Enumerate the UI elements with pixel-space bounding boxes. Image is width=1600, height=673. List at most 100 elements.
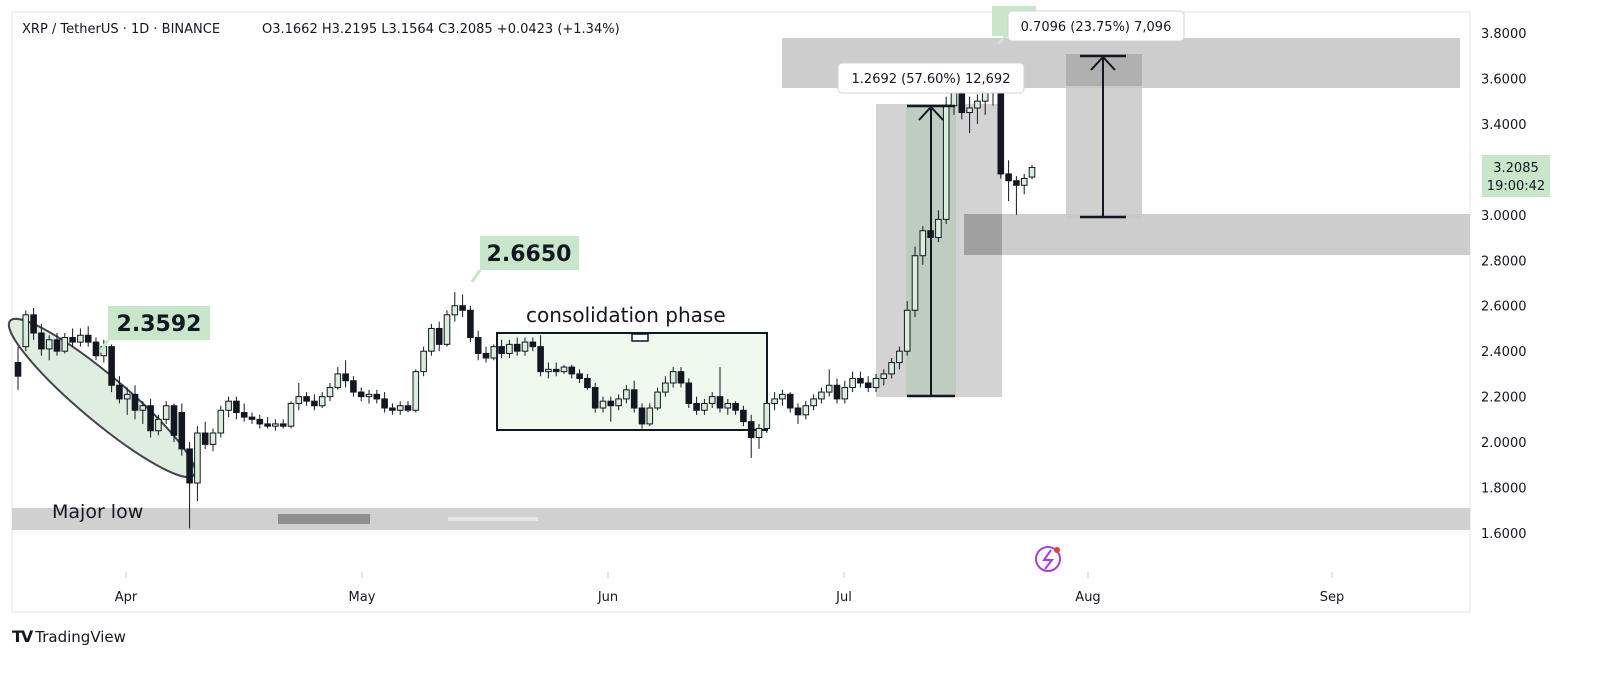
candle-body [802, 405, 810, 416]
candle-body [295, 396, 303, 404]
measure-arrow-2 [1080, 54, 1126, 219]
candle-body [147, 405, 154, 432]
price-tick-label: 2.8000 [1481, 254, 1527, 269]
candle-body [248, 416, 256, 420]
candle-body [108, 346, 115, 386]
candle-body [794, 407, 802, 416]
candle-body [217, 409, 225, 434]
zone-overlap [964, 214, 1002, 255]
candle-body [303, 396, 310, 402]
candle-body [209, 432, 217, 445]
candle-body [139, 405, 147, 411]
candle-body [92, 341, 100, 357]
label-2-6650-text: 2.6650 [487, 242, 572, 267]
candle-body [233, 400, 240, 414]
candle-body [334, 373, 342, 389]
candle-body [708, 396, 716, 404]
candle-body [677, 371, 685, 384]
candle-body [864, 382, 872, 389]
price-axis: 3.80003.60003.40003.20003.00002.80002.60… [1481, 27, 1527, 542]
candle-body [615, 398, 622, 407]
candle-body [404, 405, 412, 411]
lightning-icon[interactable] [1035, 546, 1061, 572]
label-2-3592-text: 2.3592 [117, 312, 202, 337]
candle-body [880, 373, 888, 379]
candle-body [116, 384, 123, 400]
candle-body [872, 377, 880, 389]
candle-body [131, 393, 139, 411]
candle-body [365, 393, 373, 398]
candle-body [201, 432, 209, 445]
candle-body [498, 346, 505, 354]
candle-body [654, 391, 661, 409]
candle-body [459, 305, 466, 311]
candle-body [53, 339, 61, 352]
candle-body [225, 400, 232, 411]
candle-body [240, 412, 248, 418]
candle-body [740, 409, 747, 423]
measure-tooltip-1-text: 1.2692 (57.60%) 12,692 [852, 72, 1011, 87]
candle-body [560, 366, 568, 373]
candle-body [272, 423, 279, 427]
time-tick-label: Jul [835, 590, 852, 605]
candle-body [123, 393, 131, 400]
candle-body [61, 337, 69, 352]
candle-body [490, 346, 498, 359]
candle-body [428, 327, 435, 352]
candle-body [342, 373, 349, 382]
candle-body [630, 389, 638, 409]
candle-body [763, 402, 771, 429]
support-zone [964, 214, 1470, 255]
candle-body [194, 432, 201, 484]
candle-body [521, 341, 529, 352]
candle-body [1005, 173, 1012, 182]
consolidation-handle [631, 333, 649, 342]
candle-body [506, 343, 513, 354]
candle-body [256, 418, 264, 425]
candle-body [389, 407, 396, 411]
measure-tooltip-2-text: 0.7096 (23.75%) 7,096 [1021, 20, 1172, 35]
price-tick-label: 3.8000 [1481, 27, 1527, 42]
candle-body [841, 387, 849, 400]
candle-body [162, 405, 170, 420]
zone-handle-right [448, 517, 538, 521]
candle-body [662, 382, 669, 393]
candle-body [264, 423, 271, 427]
price-tick-label: 1.8000 [1481, 482, 1527, 497]
candle-body [30, 314, 37, 334]
candle-body [435, 327, 443, 345]
tradingview-logo-icon: TV [12, 627, 33, 646]
measure-tooltip-2: 0.7096 (23.75%) 7,096 [1007, 10, 1185, 42]
candle-body [178, 412, 186, 450]
price-tick-label: 2.2000 [1481, 391, 1527, 406]
candle-body [857, 377, 864, 384]
candle-body [911, 255, 919, 311]
time-axis: Apr May Jun Jul Aug Sep [115, 572, 1344, 605]
candle-body [888, 362, 895, 375]
candle-body [38, 332, 45, 350]
candle-body [350, 380, 357, 393]
candle-body [552, 368, 560, 373]
tradingview-brand[interactable]: TV TradingView [12, 627, 126, 646]
candle-body [84, 334, 92, 343]
candle-body [833, 384, 841, 400]
time-tick-label: May [349, 590, 376, 605]
candle-body [69, 337, 76, 343]
candle-body [443, 314, 451, 345]
price-tick-label: 2.4000 [1481, 345, 1527, 360]
symbol-header: XRP / TetherUS · 1D · BINANCE [22, 22, 220, 37]
candle-body [966, 107, 973, 114]
price-tick-label: 2.0000 [1481, 436, 1527, 451]
candle-body [170, 405, 178, 436]
candle-body [537, 346, 544, 373]
candles-layer [14, 62, 1036, 529]
candle-body [693, 402, 700, 411]
candle-body [771, 398, 778, 404]
time-tick-label: Jun [597, 590, 618, 605]
candle-body [14, 362, 22, 377]
candle-body [623, 389, 630, 400]
candle-body [77, 334, 84, 343]
candle-body [638, 407, 646, 425]
consolidation-label: consolidation phase [526, 303, 726, 327]
